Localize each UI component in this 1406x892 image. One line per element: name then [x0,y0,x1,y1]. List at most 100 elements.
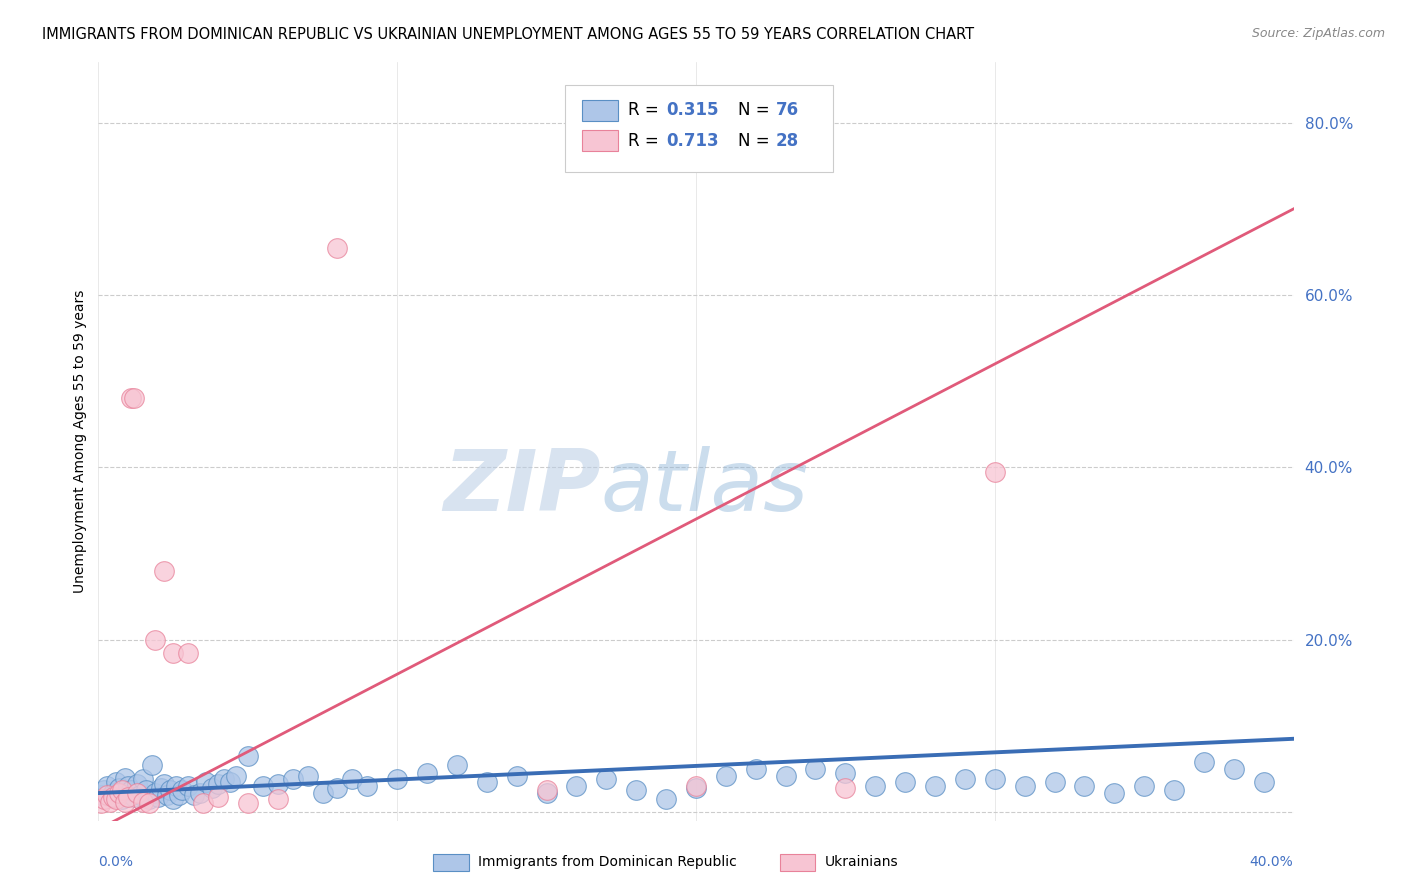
Point [132,795,155,809]
Point [804,762,827,776]
Point [98,795,122,809]
Point [162,792,184,806]
Point [98,789,122,804]
Point [207,789,229,804]
Point [117,779,139,793]
Point [96,788,118,802]
Point [103,786,125,800]
Point [167,788,190,802]
Point [297,769,319,783]
Point [267,777,290,791]
Text: Ukrainians: Ukrainians [825,855,898,870]
Point [141,757,163,772]
Point [1253,775,1275,789]
Point [129,788,152,802]
Point [150,780,173,795]
Point [105,775,128,789]
Point [207,777,229,791]
Point [120,783,142,797]
Point [745,762,768,776]
FancyBboxPatch shape [582,100,619,120]
Point [138,792,160,806]
Point [183,788,205,802]
Y-axis label: Unemployment Among Ages 55 to 59 years: Unemployment Among Ages 55 to 59 years [73,290,87,593]
Point [219,775,242,789]
Point [1104,786,1126,800]
Point [236,749,259,764]
Point [506,769,529,783]
Point [1014,779,1036,793]
Point [93,792,115,806]
Point [111,783,134,797]
Text: 40.0%: 40.0% [1250,855,1294,870]
Text: ZIP: ZIP [443,445,600,529]
Point [984,772,1007,787]
Point [834,780,856,795]
FancyBboxPatch shape [582,130,619,151]
Point [326,780,349,795]
Point [111,792,134,806]
Point [924,779,946,793]
Point [834,766,856,780]
FancyBboxPatch shape [433,854,470,871]
Point [536,786,558,800]
Point [108,780,131,795]
Point [626,783,648,797]
Text: 76: 76 [776,101,799,120]
Point [132,772,155,787]
Text: 0.0%: 0.0% [98,855,134,870]
Point [281,772,304,787]
Point [1133,779,1156,793]
Point [96,779,118,793]
Point [153,564,176,578]
Point [127,777,149,791]
Point [655,792,678,806]
Point [103,789,125,804]
Text: N =: N = [738,101,775,120]
Point [356,779,378,793]
Point [124,392,146,406]
Point [172,783,194,797]
Point [148,789,170,804]
Point [267,792,290,806]
Point [685,779,707,793]
Point [565,779,588,793]
Point [252,779,274,793]
Point [342,772,364,787]
Point [135,783,157,797]
Point [416,766,439,780]
Text: 0.315: 0.315 [666,101,718,120]
Text: N =: N = [738,131,775,150]
Point [138,797,160,811]
Point [114,795,136,809]
FancyBboxPatch shape [565,85,834,172]
Text: R =: R = [628,101,664,120]
Point [177,646,200,660]
Point [865,779,887,793]
Point [326,241,349,255]
Point [1073,779,1095,793]
Point [177,779,200,793]
Point [236,797,259,811]
Point [90,788,112,802]
Point [1163,783,1185,797]
Point [117,789,139,804]
Point [953,772,976,787]
Point [311,786,333,800]
Point [984,465,1007,479]
Point [475,775,498,789]
Text: Source: ZipAtlas.com: Source: ZipAtlas.com [1251,27,1385,40]
Point [153,777,176,791]
Point [225,769,247,783]
Point [120,392,142,406]
Point [156,788,179,802]
Point [1192,755,1215,769]
Point [108,786,131,800]
Text: R =: R = [628,131,664,150]
Point [188,786,211,800]
Text: Immigrants from Dominican Republic: Immigrants from Dominican Republic [478,855,737,870]
Point [93,783,115,797]
Point [201,780,224,795]
FancyBboxPatch shape [779,854,815,871]
Point [685,780,707,795]
